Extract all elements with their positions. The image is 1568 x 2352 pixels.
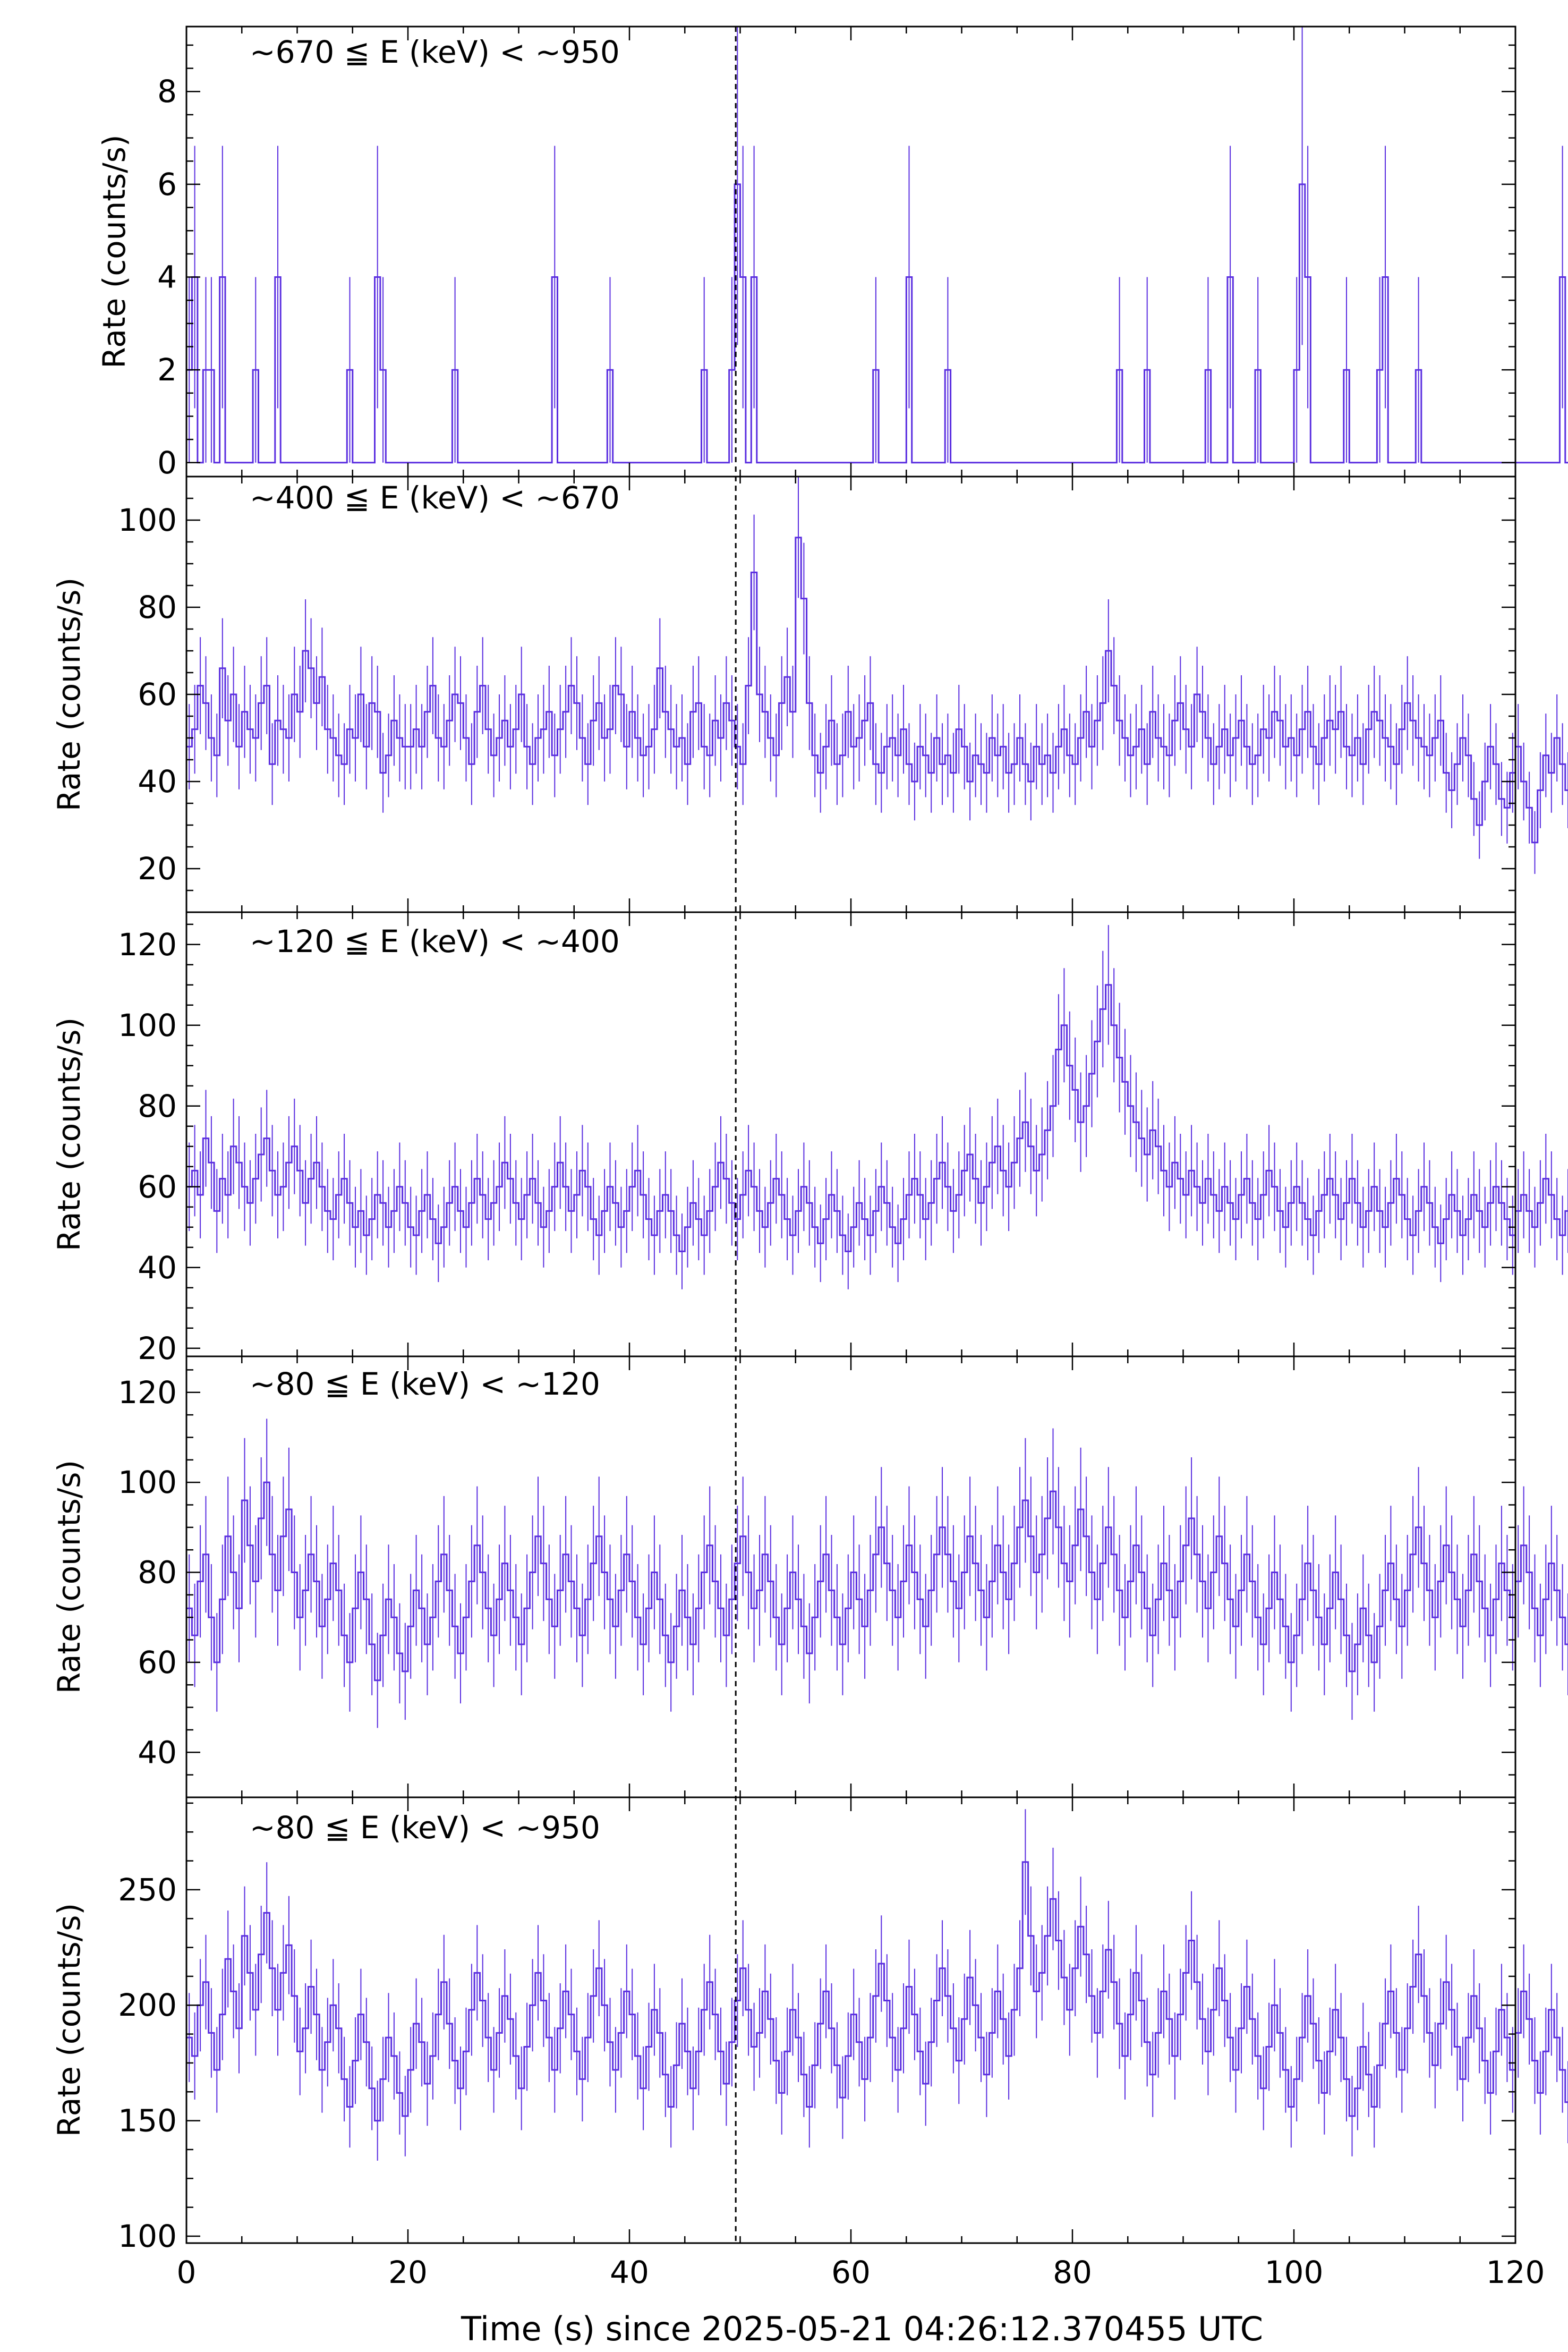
y-tick-label: 20 [138,1330,177,1366]
y-tick-label: 80 [138,589,177,625]
y-tick-label: 100 [118,502,177,538]
y-tick-label: 120 [118,927,177,963]
y-tick-label: 40 [138,1734,177,1770]
y-tick-label: 4 [157,259,177,295]
energy-band-label: ~80 ≦ E (keV) < ~950 [250,1810,600,1846]
x-tick-label: 40 [610,2254,649,2290]
y-axis-ticks: 40 60 80 100 120 [118,1369,1515,1798]
y-axis-title: Rate (counts/s) [51,1903,87,2137]
x-tick-label: 80 [1053,2254,1092,2290]
y-axis-title: Rate (counts/s) [51,1017,87,1251]
energy-band-label: ~120 ≦ E (keV) < ~400 [250,923,620,960]
light-curve-step [186,537,1568,844]
y-axis-title: Rate (counts/s) [51,578,87,811]
y-tick-label: 200 [118,1987,177,2023]
y-tick-label: 40 [138,1250,177,1286]
y-tick-label: 100 [118,2218,177,2254]
y-tick-label: 6 [157,166,177,202]
y-axis-ticks: 20 40 60 80 100 [118,476,1515,913]
y-axis-title: Rate (counts/s) [96,134,132,368]
energy-band-label: ~670 ≦ E (keV) < ~950 [250,34,620,70]
series-80-120-light-curve [186,1419,1568,1728]
light-curve-step [186,183,1568,464]
panel-400-670: 20 40 60 80 100 ~400 ≦ E (keV) < ~670 Rate (… [51,476,1568,913]
series-80-950-light-curve [186,1809,1568,2161]
x-tick-label: 20 [388,2254,428,2290]
series-670-950-light-curve [186,27,1568,464]
y-tick-label: 0 [157,445,177,481]
light-curve-step [186,984,1568,1252]
y-tick-label: 120 [118,1374,177,1411]
panel-80-120: 40 60 80 100 120 ~80 ≦ E (keV) < ~120 Rate (… [51,1355,1568,1798]
y-tick-label: 250 [118,1872,177,1908]
y-tick-label: 80 [138,1088,177,1124]
y-axis-title: Rate (counts/s) [51,1460,87,1694]
y-axis-ticks: 20 40 60 80 100 120 [118,923,1515,1366]
series-120-400-light-curve [186,925,1568,1289]
y-tick-label: 60 [138,1644,177,1680]
x-tick-label: 100 [1265,2254,1324,2290]
energy-band-label: ~80 ≦ E (keV) < ~120 [250,1366,600,1402]
series-400-670-light-curve [186,477,1568,874]
y-tick-label: 100 [118,1007,177,1043]
y-tick-label: 60 [138,1169,177,1205]
y-tick-label: 100 [118,1464,177,1500]
x-axis-title: Time (s) since 2025-05-21 04:26:12.37045… [461,2309,1263,2348]
y-tick-label: 20 [138,851,177,887]
x-tick-label: 120 [1486,2254,1545,2290]
panel-80-950: 100 150 200 250 ~80 ≦ E (keV) < ~950 Rate (… [51,1796,1568,2254]
y-tick-label: 8 [157,73,177,109]
y-tick-label: 40 [138,763,177,800]
y-tick-label: 80 [138,1555,177,1591]
y-axis-ticks: 0 2 4 6 8 [157,44,1515,481]
energy-band-label: ~400 ≦ E (keV) < ~670 [250,480,620,516]
x-tick-label: 60 [831,2254,871,2290]
panel-120-400: 20 40 60 80 100 120 ~120 ≦ E (keV) < ~400 Rat… [51,911,1568,1366]
y-tick-label: 150 [118,2103,177,2139]
x-axis-tick-labels: 0 20 40 60 80 100 120 [177,2254,1545,2290]
y-axis-ticks: 100 150 200 250 [118,1802,1515,2254]
x-tick-label: 0 [177,2254,197,2290]
panel-670-950: 0 2 4 6 8 ~670 ≦ E (keV) < ~950 Rate (counts… [96,26,1568,481]
y-tick-label: 2 [157,352,177,388]
y-tick-label: 60 [138,676,177,712]
